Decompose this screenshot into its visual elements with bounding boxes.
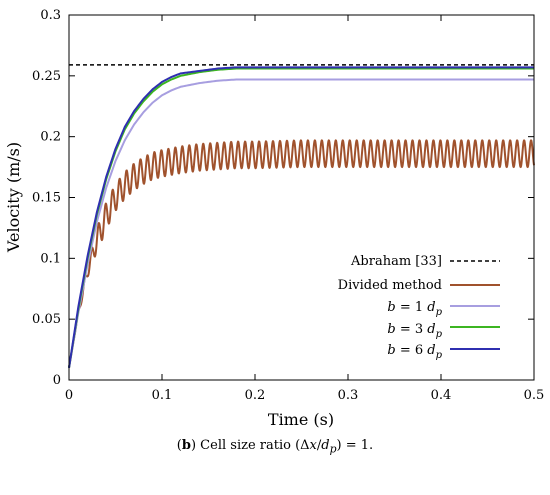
y-tick-label: 0 xyxy=(53,373,61,388)
legend-label-abraham: Abraham [33] xyxy=(350,254,442,269)
legend-label-b6: b = 6 dp xyxy=(387,343,442,361)
series-line-b-1-d-p xyxy=(68,78,534,368)
series-line-divided-method xyxy=(68,139,535,368)
legend-label-divided: Divided method xyxy=(338,278,442,293)
legend-label-b1: b = 1 dp xyxy=(387,300,442,318)
x-tick-label: 0.5 xyxy=(524,388,545,403)
y-tick-label: 0.1 xyxy=(40,251,61,266)
velocity-chart: 0 0.1 0.2 0.3 0.4 0.5 0 0.05 0.1 0.15 0.2 0.25 0.3 T… xyxy=(4,8,544,429)
x-tick-label: 0.1 xyxy=(152,388,173,403)
legend-label-b3: b = 3 dp xyxy=(387,322,442,340)
legend: Abraham [33] Divided method b = 1 dp b =… xyxy=(338,254,500,361)
x-tick-label: 0.3 xyxy=(338,388,359,403)
figure-caption: (b) Cell size ratio (Δx/dp) = 1. xyxy=(176,438,374,456)
y-tick-label: 0.25 xyxy=(32,69,61,84)
y-tick-label: 0.2 xyxy=(40,130,61,145)
series-line-b-3-d-p xyxy=(68,67,534,368)
y-axis-title: Velocity (m/s) xyxy=(4,142,23,253)
y-tick-label: 0.3 xyxy=(40,8,61,23)
y-tick-label: 0.05 xyxy=(32,312,61,327)
series-line-b-6-d-p xyxy=(68,66,534,368)
y-tick-label: 0.15 xyxy=(32,191,61,206)
axes: 0 0.1 0.2 0.3 0.4 0.5 0 0.05 0.1 0.15 0.2 0.25 0.3 xyxy=(32,8,544,403)
plot-frame xyxy=(68,14,535,381)
x-tick-label: 0.4 xyxy=(431,388,452,403)
plot-area xyxy=(68,64,535,368)
x-tick-label: 0 xyxy=(65,388,73,403)
x-axis-title: Time (s) xyxy=(268,410,334,429)
x-tick-label: 0.2 xyxy=(245,388,266,403)
